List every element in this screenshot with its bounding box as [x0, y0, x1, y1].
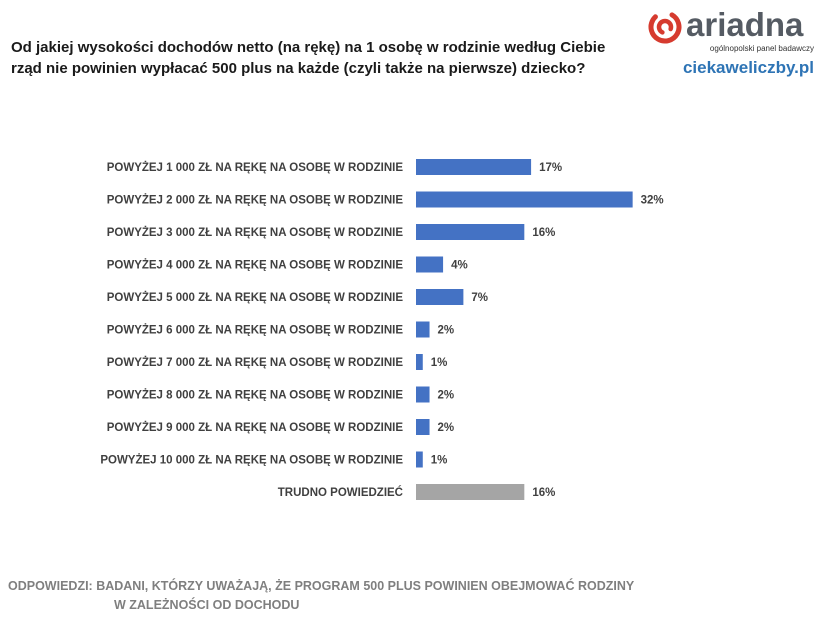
value-label: 16% — [532, 227, 555, 239]
footer-line-2: W ZALEŻNOŚCI OD DOCHODU — [114, 598, 300, 612]
bar — [416, 484, 525, 500]
chart-title-line-1: Od jakiej wysokości dochodów netto (na r… — [11, 39, 606, 56]
bar — [416, 386, 430, 403]
category-label: POWYŻEJ 6 000 ZŁ NA RĘKĘ NA OSOBĘ W RODZ… — [107, 324, 404, 337]
value-label: 32% — [641, 195, 664, 207]
category-label: POWYŻEJ 5 000 ZŁ NA RĘKĘ NA OSOBĘ W RODZ… — [107, 291, 404, 304]
footer-line-1: ODPOWIEDZI: BADANI, KTÓRZY UWAŻAJĄ, ŻE P… — [8, 579, 635, 593]
category-label: POWYŻEJ 4 000 ZŁ NA RĘKĘ NA OSOBĘ W RODZ… — [107, 259, 404, 272]
bar — [416, 354, 423, 370]
value-label: 16% — [532, 487, 555, 499]
value-label: 2% — [438, 390, 455, 402]
bar — [416, 451, 423, 468]
value-label: 17% — [539, 162, 562, 174]
bar — [416, 289, 464, 305]
chart-title-line-2: rząd nie powinien wypłacać 500 plus na k… — [11, 60, 586, 77]
category-label: POWYŻEJ 9 000 ZŁ NA RĘKĘ NA OSOBĘ W RODZ… — [107, 421, 404, 434]
value-label: 7% — [471, 292, 488, 304]
bar — [416, 191, 633, 208]
value-label: 1% — [431, 455, 448, 467]
site-link[interactable]: ciekaweliczby.pl — [682, 58, 814, 77]
category-label: POWYŻEJ 1 000 ZŁ NA RĘKĘ NA OSOBĘ W RODZ… — [107, 161, 404, 174]
category-label: POWYŻEJ 10 000 ZŁ NA RĘKĘ NA OSOBĘ W ROD… — [100, 454, 403, 467]
category-label: TRUDNO POWIEDZIEĆ — [278, 486, 403, 499]
bar — [416, 419, 430, 435]
category-label: POWYŻEJ 3 000 ZŁ NA RĘKĘ NA OSOBĘ W RODZ… — [107, 226, 404, 239]
value-label: 4% — [451, 260, 468, 272]
ariadna-spiral-icon — [648, 10, 682, 44]
value-label: 2% — [438, 422, 455, 434]
category-label: POWYŻEJ 2 000 ZŁ NA RĘKĘ NA OSOBĘ W RODZ… — [107, 194, 404, 207]
bar — [416, 224, 525, 240]
category-label: POWYŻEJ 8 000 ZŁ NA RĘKĘ NA OSOBĘ W RODZ… — [107, 389, 404, 402]
ariadna-logo: ariadna ogólnopolski panel badawczy — [648, 6, 814, 58]
value-label: 2% — [438, 325, 455, 337]
bar — [416, 256, 444, 273]
bar — [416, 321, 430, 338]
chart-title: Od jakiej wysokości dochodów netto (na r… — [11, 37, 621, 79]
bar — [416, 159, 532, 175]
value-label: 1% — [431, 357, 448, 369]
bar-chart: POWYŻEJ 1 000 ZŁ NA RĘKĘ NA OSOBĘ W RODZ… — [100, 159, 664, 500]
footer-note: ODPOWIEDZI: BADANI, KTÓRZY UWAŻAJĄ, ŻE P… — [8, 577, 808, 615]
ariadna-logo-text: ariadna — [686, 6, 804, 43]
category-label: POWYŻEJ 7 000 ZŁ NA RĘKĘ NA OSOBĘ W RODZ… — [107, 356, 404, 369]
ariadna-logo-subtitle: ogólnopolski panel badawczy — [709, 44, 814, 53]
